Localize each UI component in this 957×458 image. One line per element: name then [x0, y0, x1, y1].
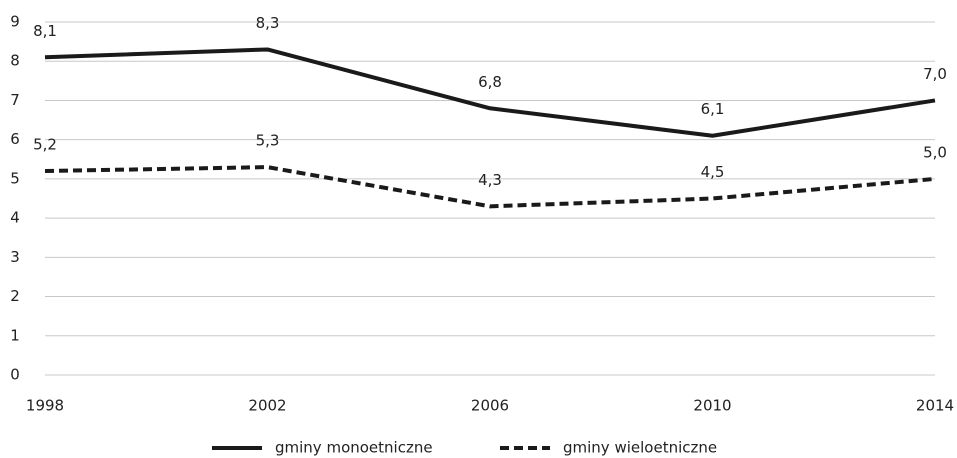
data-label: 5,0: [923, 143, 947, 161]
y-tick-label: 7: [10, 91, 20, 109]
y-tick-label: 6: [10, 130, 20, 148]
y-tick-label: 1: [10, 326, 20, 344]
x-tick-label: 2006: [471, 397, 509, 415]
legend-label: gminy monoetniczne: [275, 439, 433, 457]
series-line: [44, 47, 936, 138]
data-label: 5,3: [256, 132, 280, 150]
x-tick-label: 1998: [26, 397, 64, 415]
data-label: 6,1: [701, 100, 725, 118]
y-tick-label: 9: [10, 13, 20, 31]
data-label: 8,1: [33, 22, 57, 40]
data-label: 5,2: [33, 136, 57, 154]
series-line: [44, 165, 936, 209]
y-tick-label: 4: [10, 209, 20, 227]
data-label: 4,3: [478, 171, 502, 189]
y-tick-label: 8: [10, 52, 20, 70]
data-label: 7,0: [923, 65, 947, 83]
data-label: 4,5: [701, 163, 725, 181]
legend-label: gminy wieloetniczne: [563, 439, 717, 457]
data-label: 8,3: [256, 14, 280, 32]
y-tick-label: 5: [10, 169, 20, 187]
y-tick-label: 2: [10, 287, 20, 305]
y-tick-label: 0: [10, 366, 20, 384]
x-tick-label: 2010: [693, 397, 731, 415]
x-tick-label: 2002: [248, 397, 286, 415]
data-label: 6,8: [478, 73, 502, 91]
y-tick-label: 3: [10, 248, 20, 266]
x-tick-label: 2014: [916, 397, 954, 415]
